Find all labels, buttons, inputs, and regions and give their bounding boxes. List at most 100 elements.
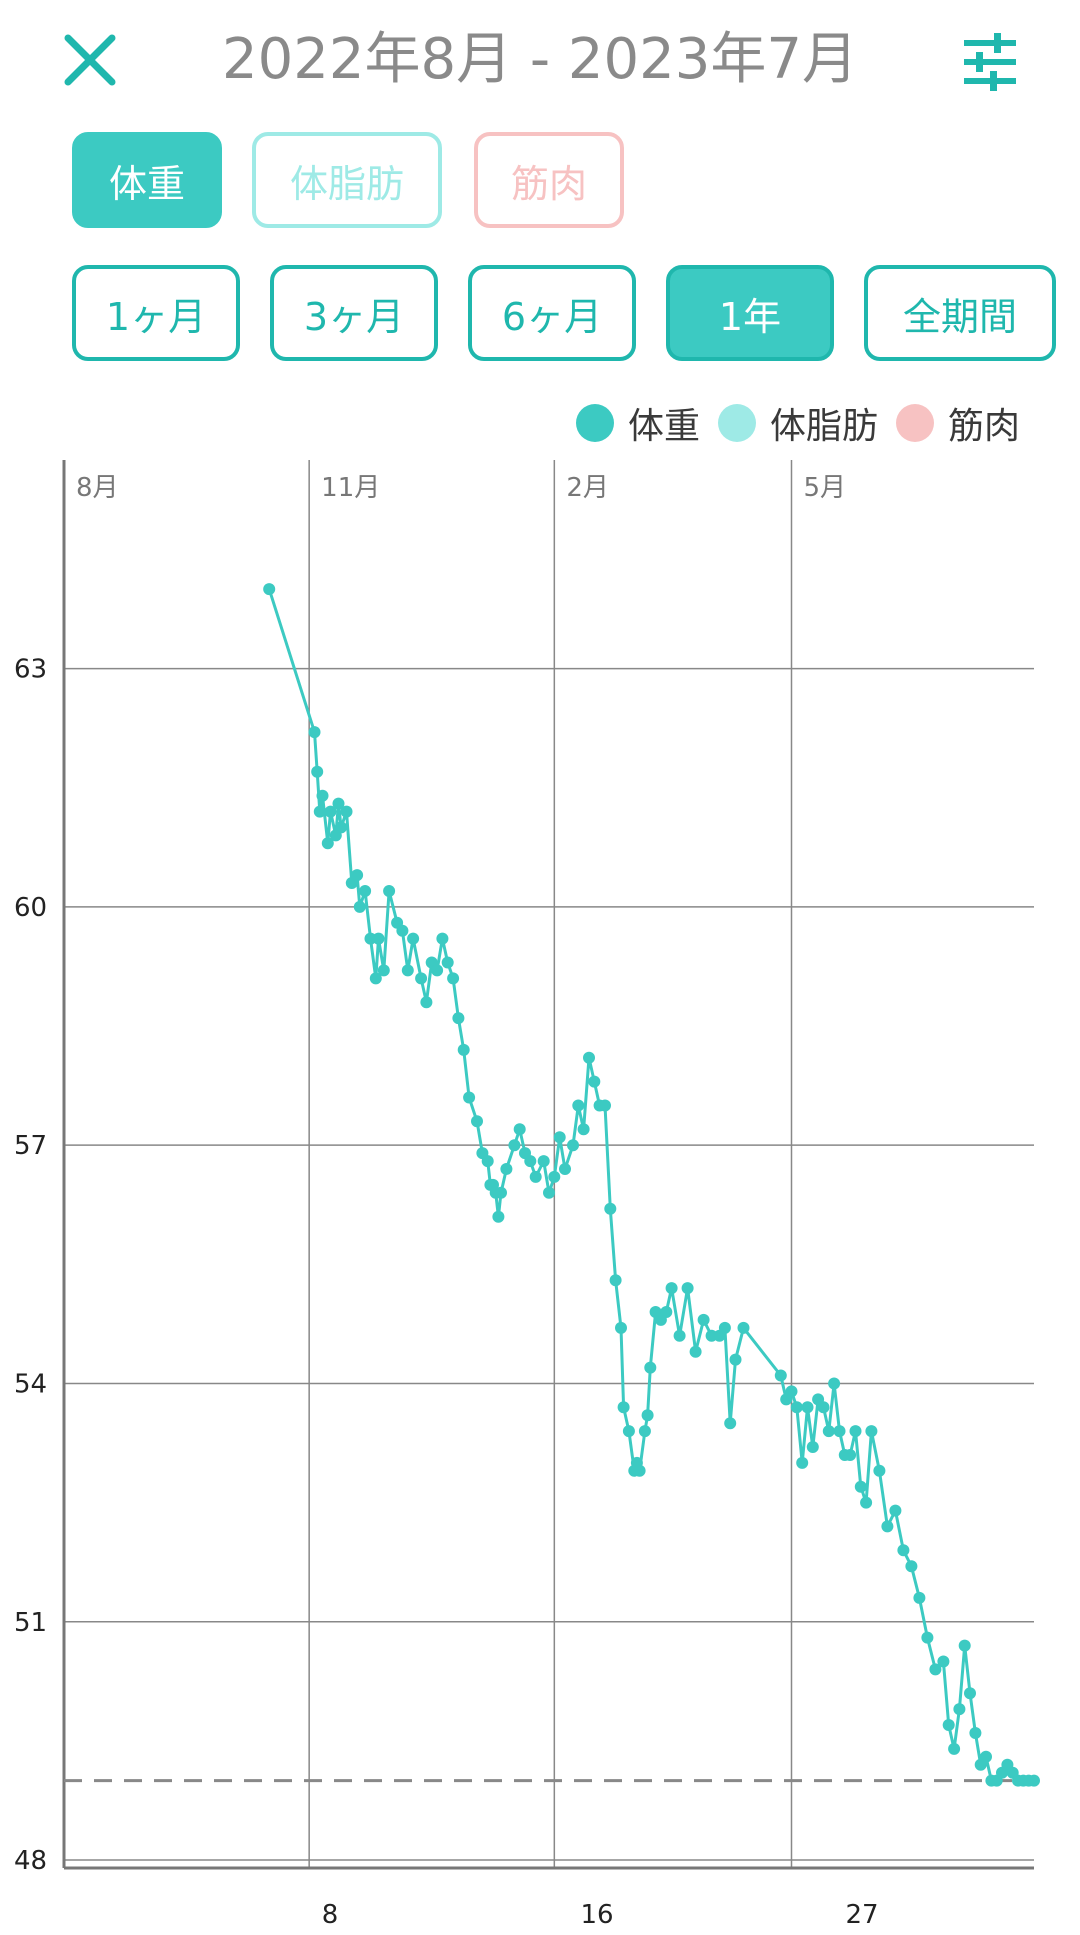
weight-data-point [431,964,444,977]
weight-data-point [495,1186,507,1199]
weight-data-point [492,1210,505,1223]
weight-data-point [263,583,276,596]
legend-label-muscle: 筋肉 [947,406,1020,447]
weight-chart[interactable]: 48 51 54 57 60 63 8月 11月 2月 5月 8 16 27 [0,460,1080,1935]
weight-data-point [644,1361,657,1374]
y-tick-label: 60 [14,893,47,923]
metric-muscle-button[interactable]: 筋肉 [474,132,624,228]
weight-data-point [553,1131,566,1144]
weight-data-point [529,1170,542,1183]
legend-item-body-fat: 体脂肪 [717,397,878,449]
weight-data-point [308,726,321,739]
close-button[interactable] [58,28,122,92]
legend-item-weight: 体重 [575,397,700,449]
weight-data-point [729,1353,742,1366]
x-tick-label: 27 [845,1900,878,1930]
filter-settings-button[interactable] [958,30,1022,94]
weight-data-point [335,821,348,834]
weight-data-point [508,1139,521,1152]
range-6-months-button[interactable]: 6ヶ月 [468,265,636,361]
weight-data-point [889,1504,902,1517]
range-1-month-button[interactable]: 1ヶ月 [72,265,240,361]
weight-data-point [324,805,337,818]
weight-data-point [774,1369,787,1382]
header: 2022年8月 - 2023年7月 [0,0,1080,120]
weight-data-point [559,1163,571,1175]
range-1-year-label: 1年 [718,294,782,339]
sliders-icon [964,33,1016,91]
legend-label-body-fat: 体脂肪 [769,406,878,447]
weight-data-point [801,1401,814,1414]
weight-data-point [817,1401,830,1414]
weight-data-point [937,1655,950,1668]
weight-data-point [583,1051,595,1064]
weight-data-point [353,900,366,913]
weight-data-point [718,1321,731,1334]
weight-data-point [833,1425,846,1438]
weight-data-point [942,1719,955,1731]
range-1-year-button[interactable]: 1年 [666,265,834,361]
weight-data-point [577,1123,590,1136]
weight-data-point [806,1441,819,1453]
legend-label-weight: 体重 [627,406,700,447]
weight-data-point [953,1703,966,1716]
weight-data-point [599,1099,611,1112]
weight-data-point [948,1742,961,1755]
legend-item-muscle: 筋肉 [895,397,1020,449]
weight-data-point [622,1425,635,1438]
range-all-button[interactable]: 全期間 [864,265,1056,361]
weight-data-point [828,1377,841,1390]
weight-data-point [321,837,334,850]
weight-data-point [369,972,382,985]
weight-data-point [615,1321,627,1334]
weight-data-point [604,1202,617,1215]
weight-data-point [964,1687,976,1700]
weight-data-point [913,1591,926,1604]
weight-data-point [415,972,428,985]
weight-data-point [500,1163,513,1175]
weight-data-point [681,1282,694,1295]
metric-muscle-label: 筋肉 [510,161,587,206]
weight-data-point [407,932,420,945]
weight-data-point [865,1425,878,1438]
weight-data-point [958,1639,971,1652]
weight-data-point [396,924,409,937]
weight-data-point [441,956,454,969]
weight-data-point [452,1012,465,1025]
weight-data-point [463,1091,476,1104]
weight-data-point [420,996,433,1009]
weight-data-point [980,1750,992,1763]
weight-data-point [1028,1774,1040,1787]
weight-data-point [897,1544,910,1557]
weight-data-point [844,1449,857,1461]
weight-data-point [796,1456,809,1469]
weight-data-point [537,1155,550,1168]
y-tick-label: 48 [14,1846,47,1876]
y-tick-label: 63 [14,655,47,685]
y-tick-label: 57 [14,1131,47,1161]
metric-body-fat-label: 体脂肪 [289,161,404,206]
metric-weight-button[interactable]: 体重 [72,132,222,228]
weight-data-point [311,765,324,778]
range-1-month-label: 1ヶ月 [105,294,207,339]
weight-data-point [372,932,385,945]
weight-data-point [921,1631,934,1644]
weight-data-point [401,964,414,977]
weight-data-point [359,885,372,897]
weight-data-point [457,1043,470,1056]
metric-body-fat-button[interactable]: 体脂肪 [252,132,442,228]
weight-data-point [377,964,390,977]
weight-data-point [790,1401,803,1414]
weight-data-point [905,1560,918,1573]
weight-data-point [849,1425,862,1438]
metric-weight-label: 体重 [108,161,185,206]
weight-data-point [513,1123,526,1136]
weight-data-point [638,1425,651,1438]
weight-data-point [929,1663,942,1676]
month-label: 11月 [321,473,380,503]
weight-data-point [881,1520,894,1533]
weight-data-point [471,1115,483,1128]
range-3-months-button[interactable]: 3ヶ月 [270,265,438,361]
close-icon [64,34,116,86]
y-tick-label: 54 [14,1369,47,1399]
